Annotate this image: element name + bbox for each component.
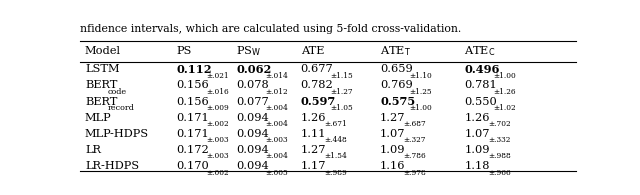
Text: ±.989: ±.989 [324,169,347,177]
Text: 0.781: 0.781 [465,80,497,90]
Text: ±.327: ±.327 [403,136,426,144]
Text: ±.002: ±.002 [206,120,228,128]
Text: ±.004: ±.004 [266,152,288,160]
Text: ±.004: ±.004 [266,120,288,128]
Text: 1.27: 1.27 [301,145,326,155]
Text: 1.17: 1.17 [301,161,326,171]
Text: 0.062: 0.062 [236,64,271,75]
Text: 1.11: 1.11 [301,129,326,139]
Text: ±.786: ±.786 [403,152,426,160]
Text: ±1.00: ±1.00 [410,104,432,112]
Text: 0.171: 0.171 [177,113,209,123]
Text: PS: PS [177,46,192,56]
Text: 1.26: 1.26 [301,113,326,123]
Text: LSTM: LSTM [85,64,120,74]
Text: ±.978: ±.978 [403,169,426,177]
Text: 0.077: 0.077 [236,97,269,107]
Text: 0.172: 0.172 [177,145,209,155]
Text: ±.014: ±.014 [266,72,288,80]
Text: 0.496: 0.496 [465,64,500,75]
Text: 0.094: 0.094 [236,129,269,139]
Text: 0.094: 0.094 [236,161,269,171]
Text: 0.677: 0.677 [301,64,333,74]
Text: ±.009: ±.009 [206,104,228,112]
Text: ±1.10: ±1.10 [410,72,432,80]
Text: 1.07: 1.07 [465,129,490,139]
Text: 1.09: 1.09 [465,145,490,155]
Text: 0.094: 0.094 [236,145,269,155]
Text: ±.003: ±.003 [206,152,228,160]
Text: ±.012: ±.012 [266,88,288,96]
Text: PS$_{\mathrm{W}}$: PS$_{\mathrm{W}}$ [236,44,262,58]
Text: ±1.02: ±1.02 [493,104,516,112]
Text: ±1.54: ±1.54 [324,152,347,160]
Text: ATE$_{\mathrm{T}}$: ATE$_{\mathrm{T}}$ [380,44,411,58]
Text: BERT: BERT [85,97,117,107]
Text: ±1.05: ±1.05 [330,104,353,112]
Text: 0.782: 0.782 [301,80,333,90]
Text: 0.597: 0.597 [301,96,336,107]
Text: 0.078: 0.078 [236,80,269,90]
Text: 0.156: 0.156 [177,80,209,90]
Text: ±.332: ±.332 [488,136,510,144]
Text: ±.671: ±.671 [324,120,347,128]
Text: 0.659: 0.659 [380,64,413,74]
Text: 1.18: 1.18 [465,161,490,171]
Text: 0.170: 0.170 [177,161,209,171]
Text: LR-HDPS: LR-HDPS [85,161,139,171]
Text: ATE$_{\mathrm{C}}$: ATE$_{\mathrm{C}}$ [465,44,496,58]
Text: 1.07: 1.07 [380,129,406,139]
Text: ATE: ATE [301,46,324,56]
Text: nfidence intervals, which are calculated using 5-fold cross-validation.: nfidence intervals, which are calculated… [80,24,461,34]
Text: ±1.26: ±1.26 [493,88,516,96]
Text: ±.966: ±.966 [488,169,511,177]
Text: ±.021: ±.021 [206,72,228,80]
Text: ±.005: ±.005 [266,169,288,177]
Text: ±.448: ±.448 [324,136,347,144]
Text: ±.016: ±.016 [206,88,228,96]
Text: 0.112: 0.112 [177,64,212,75]
Text: ±1.15: ±1.15 [330,72,353,80]
Text: ±.002: ±.002 [206,169,228,177]
Text: 1.27: 1.27 [380,113,406,123]
Text: 1.09: 1.09 [380,145,406,155]
Text: ±.988: ±.988 [488,152,511,160]
Text: ±.004: ±.004 [266,104,288,112]
Text: ±.702: ±.702 [488,120,511,128]
Text: ±1.00: ±1.00 [493,72,516,80]
Text: BERT: BERT [85,80,117,90]
Text: 0.094: 0.094 [236,113,269,123]
Text: 1.16: 1.16 [380,161,406,171]
Text: code: code [108,88,127,96]
Text: 1.26: 1.26 [465,113,490,123]
Text: MLP-HDPS: MLP-HDPS [85,129,149,139]
Text: ±1.25: ±1.25 [410,88,432,96]
Text: MLP: MLP [85,113,111,123]
Text: ±.003: ±.003 [266,136,288,144]
Text: 0.769: 0.769 [380,80,413,90]
Text: 0.550: 0.550 [465,97,497,107]
Text: 0.575: 0.575 [380,96,415,107]
Text: ±.687: ±.687 [403,120,426,128]
Text: ±1.27: ±1.27 [330,88,353,96]
Text: ±.003: ±.003 [206,136,228,144]
Text: record: record [108,104,134,112]
Text: LR: LR [85,145,101,155]
Text: Model: Model [85,46,121,56]
Text: 0.156: 0.156 [177,97,209,107]
Text: 0.171: 0.171 [177,129,209,139]
